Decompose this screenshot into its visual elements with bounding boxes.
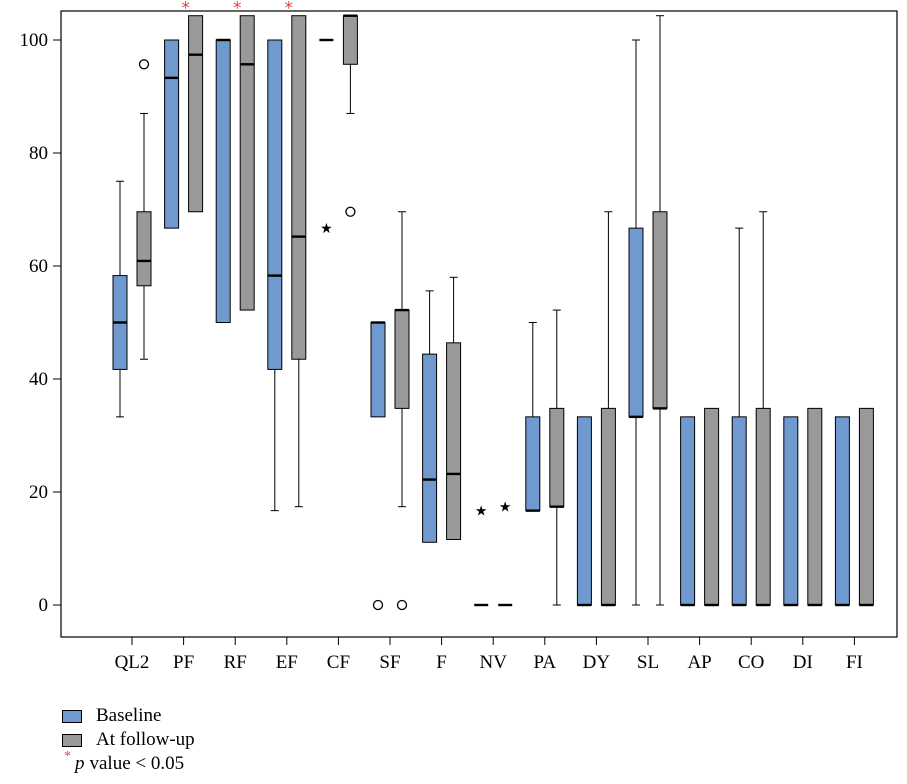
extreme-star: ★ [499,500,512,516]
x-tick-label: SL [637,652,659,673]
box-group [112,14,874,607]
box [525,416,541,512]
legend: Baseline At follow-up * p value < 0.05 [62,704,195,776]
x-tick-label: DI [793,652,813,673]
legend-item-follow-up: At follow-up [62,728,195,752]
x-tick-label: SF [379,652,400,673]
box [136,211,152,287]
box [549,407,565,508]
x-tick-label: QL2 [115,652,150,673]
outlier-point [372,599,384,611]
box [755,407,771,606]
significance-p: p [75,753,85,774]
plot-frame [60,10,898,638]
x-tick-label: PA [534,652,557,673]
legend-item-baseline: Baseline [62,704,195,728]
outlier-point [138,59,150,70]
box [576,416,592,606]
legend-swatch-baseline [62,709,82,723]
significance-star-icon: * [64,749,71,764]
marker-group: ★ ★ ★ * * * [138,0,512,611]
significance-star: * [285,0,294,19]
y-tick-label: 80 [29,143,48,164]
x-tick-label: F [436,652,447,673]
outlier-point [396,599,408,611]
box [628,227,644,418]
box [215,39,231,323]
x-tick-label: DY [583,652,611,673]
box [267,39,283,370]
box [342,15,358,65]
boxplot-chart: 0 20 40 60 80 100 QL2 PF RF EF CF SF F NV PA DY SL AP CO D… [20,0,898,673]
box [394,309,410,409]
y-tick-label: 60 [29,256,48,277]
box [446,342,462,540]
significance-star: * [233,0,242,19]
box [652,211,668,409]
x-tick-label: CF [327,652,350,673]
legend-swatch-follow-up [62,733,82,747]
x-tick-label: AP [687,652,711,673]
y-tick-label: 100 [20,30,49,51]
legend-item-significance: * p value < 0.05 [62,749,195,776]
box [807,407,823,606]
significance-label: value < 0.05 [89,753,185,774]
x-tick-label: NV [479,652,507,673]
outlier-point [345,206,356,217]
box [370,322,386,418]
legend-label-baseline: Baseline [96,705,162,726]
x-tick-label: EF [276,652,298,673]
box [422,353,438,543]
x-axis: QL2 PF RF EF CF SF F NV PA DY SL AP CO DI FI [115,637,863,673]
box [731,416,747,606]
y-tick-label: 0 [39,595,49,616]
box [600,407,616,606]
box [858,407,874,606]
extreme-star: ★ [475,504,488,520]
box [188,15,204,213]
box [164,39,180,229]
x-tick-label: CO [738,652,764,673]
y-axis: 0 20 40 60 80 100 [20,30,61,616]
box [704,407,720,606]
y-tick-label: 40 [29,369,48,390]
box [680,416,696,606]
box [783,416,799,606]
legend-label-follow-up: At follow-up [96,729,195,750]
significance-star: * [181,0,190,19]
extreme-star: ★ [320,221,333,237]
box [834,416,850,606]
box [291,15,307,360]
y-tick-label: 20 [29,482,48,503]
x-tick-label: FI [846,652,863,673]
x-tick-label: RF [224,652,247,673]
box [239,15,255,311]
x-tick-label: PF [173,652,194,673]
